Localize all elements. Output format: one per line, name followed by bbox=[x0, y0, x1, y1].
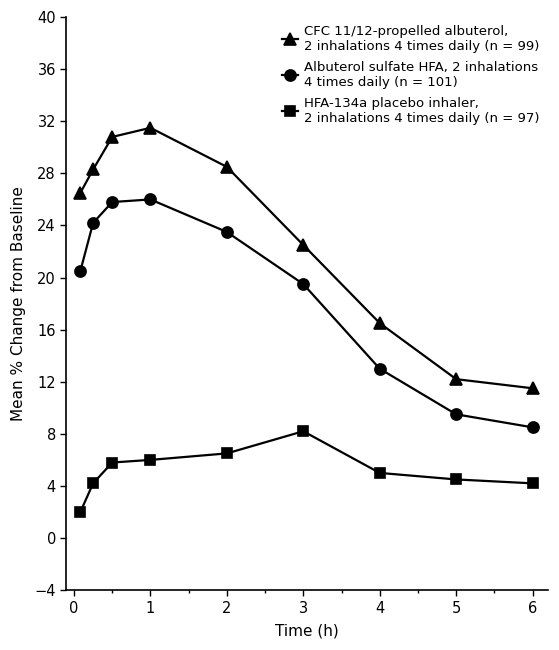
Albuterol sulfate HFA, 2 inhalations
4 times daily (n = 101) bbox=[376, 365, 383, 372]
Y-axis label: Mean % Change from Baseline: Mean % Change from Baseline bbox=[11, 186, 26, 421]
CFC 11/12-propelled albuterol,
2 inhalations 4 times daily (n = 99) bbox=[109, 133, 116, 141]
HFA-134a placebo inhaler,
2 inhalations 4 times daily (n = 97) bbox=[224, 450, 230, 458]
CFC 11/12-propelled albuterol,
2 inhalations 4 times daily (n = 99) bbox=[376, 319, 383, 327]
Legend: CFC 11/12-propelled albuterol,
2 inhalations 4 times daily (n = 99), Albuterol s: CFC 11/12-propelled albuterol, 2 inhalat… bbox=[278, 21, 544, 129]
CFC 11/12-propelled albuterol,
2 inhalations 4 times daily (n = 99) bbox=[453, 375, 459, 383]
Albuterol sulfate HFA, 2 inhalations
4 times daily (n = 101) bbox=[109, 198, 116, 206]
Albuterol sulfate HFA, 2 inhalations
4 times daily (n = 101) bbox=[90, 219, 97, 227]
X-axis label: Time (h): Time (h) bbox=[275, 624, 339, 639]
Albuterol sulfate HFA, 2 inhalations
4 times daily (n = 101) bbox=[453, 410, 459, 418]
Albuterol sulfate HFA, 2 inhalations
4 times daily (n = 101) bbox=[224, 228, 230, 236]
Line: HFA-134a placebo inhaler,
2 inhalations 4 times daily (n = 97): HFA-134a placebo inhaler, 2 inhalations … bbox=[75, 426, 537, 517]
CFC 11/12-propelled albuterol,
2 inhalations 4 times daily (n = 99) bbox=[224, 163, 230, 171]
CFC 11/12-propelled albuterol,
2 inhalations 4 times daily (n = 99) bbox=[529, 384, 536, 392]
Albuterol sulfate HFA, 2 inhalations
4 times daily (n = 101) bbox=[147, 196, 154, 203]
CFC 11/12-propelled albuterol,
2 inhalations 4 times daily (n = 99) bbox=[90, 166, 97, 174]
HFA-134a placebo inhaler,
2 inhalations 4 times daily (n = 97) bbox=[529, 480, 536, 488]
HFA-134a placebo inhaler,
2 inhalations 4 times daily (n = 97) bbox=[300, 427, 307, 435]
HFA-134a placebo inhaler,
2 inhalations 4 times daily (n = 97) bbox=[376, 469, 383, 477]
HFA-134a placebo inhaler,
2 inhalations 4 times daily (n = 97) bbox=[453, 476, 459, 484]
Line: Albuterol sulfate HFA, 2 inhalations
4 times daily (n = 101): Albuterol sulfate HFA, 2 inhalations 4 t… bbox=[75, 194, 538, 433]
Line: CFC 11/12-propelled albuterol,
2 inhalations 4 times daily (n = 99): CFC 11/12-propelled albuterol, 2 inhalat… bbox=[75, 122, 538, 394]
Albuterol sulfate HFA, 2 inhalations
4 times daily (n = 101) bbox=[77, 267, 84, 275]
HFA-134a placebo inhaler,
2 inhalations 4 times daily (n = 97) bbox=[147, 456, 154, 464]
HFA-134a placebo inhaler,
2 inhalations 4 times daily (n = 97) bbox=[109, 459, 116, 467]
CFC 11/12-propelled albuterol,
2 inhalations 4 times daily (n = 99) bbox=[77, 189, 84, 197]
HFA-134a placebo inhaler,
2 inhalations 4 times daily (n = 97) bbox=[77, 508, 84, 516]
CFC 11/12-propelled albuterol,
2 inhalations 4 times daily (n = 99) bbox=[300, 241, 307, 249]
CFC 11/12-propelled albuterol,
2 inhalations 4 times daily (n = 99) bbox=[147, 124, 154, 132]
Albuterol sulfate HFA, 2 inhalations
4 times daily (n = 101) bbox=[529, 423, 536, 431]
HFA-134a placebo inhaler,
2 inhalations 4 times daily (n = 97) bbox=[90, 480, 97, 488]
Albuterol sulfate HFA, 2 inhalations
4 times daily (n = 101) bbox=[300, 280, 307, 288]
